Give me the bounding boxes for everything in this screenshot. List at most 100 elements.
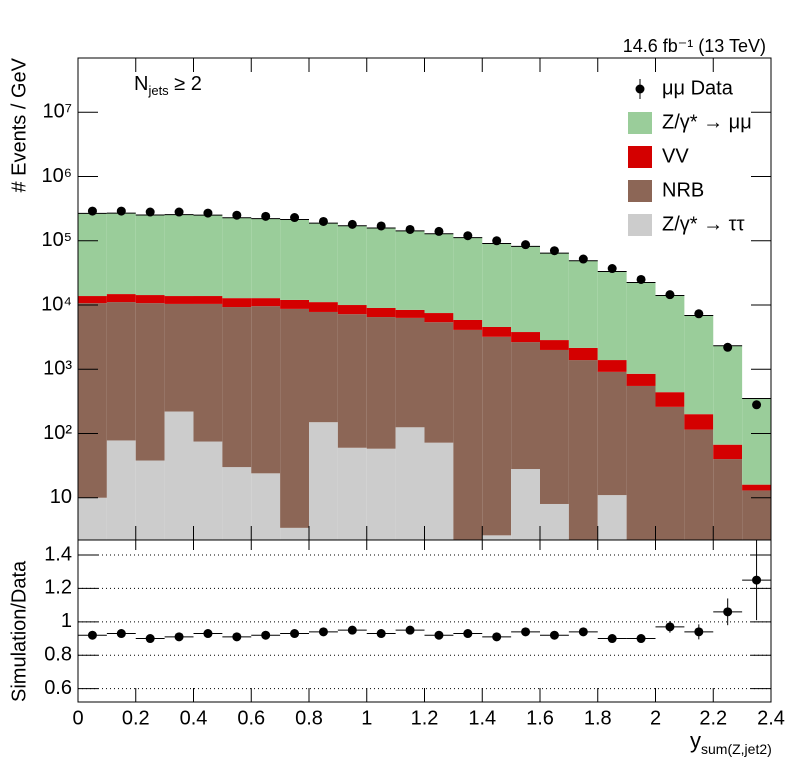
- stack-bar: [366, 317, 396, 449]
- stack-bar: [251, 473, 281, 540]
- stack-bar: [684, 315, 714, 415]
- stack-bar: [540, 340, 569, 350]
- stack-bar: [482, 243, 512, 327]
- stack-bar: [511, 342, 540, 470]
- ratio-point: [232, 632, 242, 642]
- ratio-point: [434, 630, 444, 640]
- data-point: [549, 246, 559, 256]
- stack-bar: [482, 535, 512, 540]
- legend-label: VV: [662, 145, 689, 167]
- data-point: [174, 207, 184, 217]
- legend-swatch: [628, 214, 652, 236]
- y-tick-label: 1.4: [44, 543, 72, 565]
- stack-bar: [309, 302, 338, 312]
- ratio-point: [578, 627, 588, 637]
- stack-bar: [280, 308, 309, 528]
- data-point: [607, 264, 617, 274]
- njets-label: Njets ≥ 2: [134, 73, 202, 98]
- stack-bar: [337, 305, 367, 315]
- ratio-point: [290, 629, 300, 639]
- ratio-point: [665, 622, 675, 632]
- y-tick-label: 10²: [43, 422, 72, 444]
- stack-bar: [164, 214, 194, 297]
- ratio-point: [203, 629, 213, 639]
- stack-bar: [106, 440, 136, 540]
- data-point: [232, 210, 242, 220]
- ratio-point: [694, 627, 704, 637]
- njets-rest: ≥ 2: [169, 73, 202, 95]
- stack-bar: [193, 303, 223, 442]
- legend-swatch: [628, 112, 652, 134]
- stack-bar: [655, 295, 685, 393]
- data-point: [694, 309, 704, 319]
- legend-swatch: [628, 146, 652, 168]
- stack-bar: [222, 298, 252, 308]
- stack-bar: [540, 349, 569, 504]
- stack-bar: [713, 345, 743, 445]
- stack-bar: [453, 237, 483, 320]
- stack-bar: [106, 213, 136, 295]
- data-point: [405, 224, 415, 234]
- stack-bar: [482, 326, 512, 337]
- x-label-main: y: [690, 728, 701, 753]
- legend-label: μμ Data: [662, 77, 734, 99]
- stack-bar: [193, 441, 223, 540]
- stack-bar: [713, 444, 743, 460]
- stack-bar: [280, 527, 309, 540]
- ratio-point: [376, 629, 386, 639]
- x-axis-label: ysum(Z,jet2): [690, 728, 772, 757]
- stack-bar: [626, 373, 656, 386]
- y-tick-label: 10⁵: [41, 229, 72, 251]
- stack-bar: [597, 371, 627, 496]
- y-tick-label: 0.6: [44, 677, 72, 699]
- stack-bar: [424, 313, 454, 323]
- data-point: [87, 206, 97, 216]
- stack-bar: [164, 303, 194, 412]
- x-tick-label: 0.6: [237, 707, 265, 729]
- y-tick-label: 10⁶: [42, 165, 72, 187]
- stack-bar: [424, 233, 454, 314]
- y-tick-label: 10: [50, 486, 72, 508]
- stack-bar: [222, 307, 252, 468]
- data-point: [752, 400, 762, 410]
- ratio-point: [607, 634, 617, 644]
- stack-bar: [280, 219, 309, 300]
- stack-bar: [395, 230, 425, 310]
- stack-bar: [251, 298, 281, 307]
- njets-sub: jets: [147, 83, 169, 98]
- ratio-y-axis-label: Simulation/Data: [8, 560, 30, 702]
- legend-swatch: [628, 180, 652, 202]
- stack-bar: [482, 336, 512, 536]
- stack-bar: [568, 360, 598, 540]
- ratio-point: [463, 629, 473, 639]
- x-tick-label: 1: [361, 707, 372, 729]
- data-point: [636, 274, 646, 284]
- stack-bar: [540, 253, 569, 341]
- data-point: [347, 219, 357, 229]
- legend-label: NRB: [662, 179, 704, 201]
- data-point: [376, 221, 386, 231]
- stack-bar: [309, 422, 338, 540]
- stack-bar: [597, 495, 627, 540]
- stack-bar: [395, 309, 425, 318]
- plot-frame: [77, 539, 772, 703]
- lumi-label: 14.6 fb⁻¹ (13 TeV): [623, 36, 766, 56]
- stack-bar: [366, 307, 396, 318]
- stack-bar: [713, 459, 743, 540]
- stack-bar: [78, 296, 107, 304]
- y-tick-label: 10⁷: [43, 101, 72, 123]
- stack-bar: [424, 442, 454, 540]
- stack-bar: [164, 411, 194, 540]
- stack-bar: [337, 314, 367, 448]
- x-tick-label: 1.2: [411, 707, 439, 729]
- stack-bar: [597, 271, 627, 361]
- stack-bar: [742, 398, 771, 485]
- stack-bar: [626, 282, 656, 374]
- stack-bar: [164, 296, 194, 304]
- stack-bar: [540, 503, 569, 540]
- stack-bar: [251, 306, 281, 474]
- stack-bar: [78, 303, 107, 498]
- x-tick-label: 1.4: [468, 707, 496, 729]
